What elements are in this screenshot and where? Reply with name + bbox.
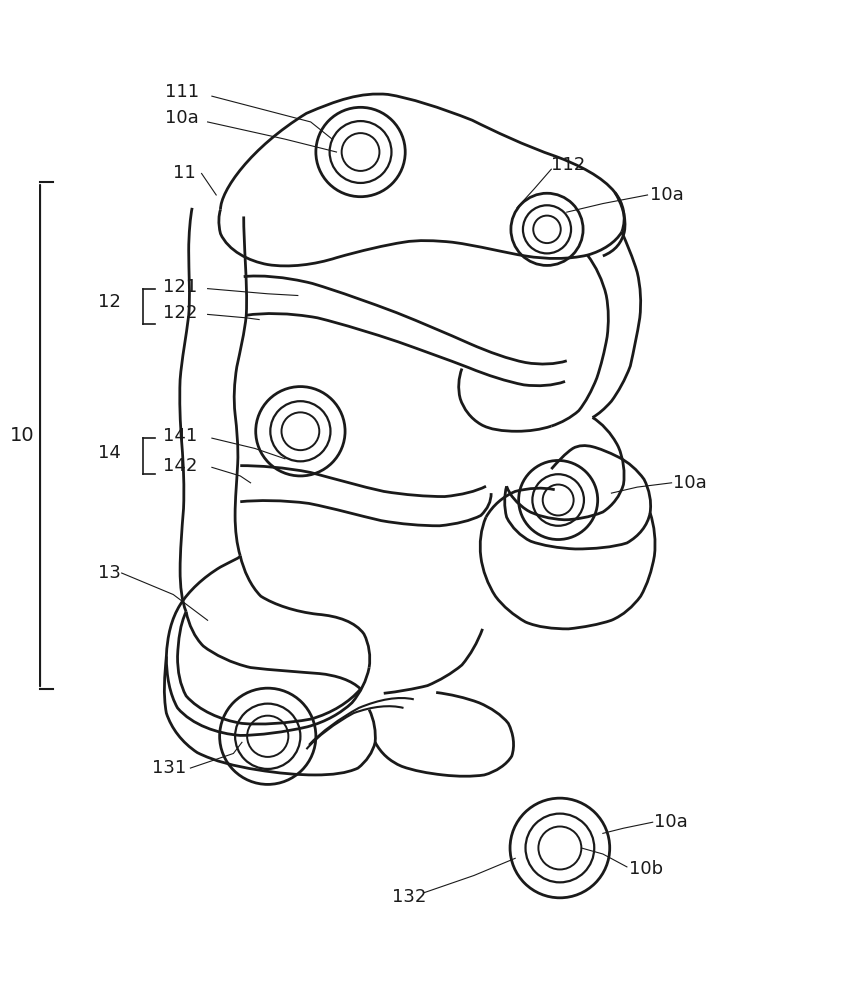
Text: 132: 132 bbox=[392, 888, 426, 906]
Text: 11: 11 bbox=[173, 164, 195, 182]
Text: 112: 112 bbox=[551, 156, 585, 174]
Text: 14: 14 bbox=[97, 444, 121, 462]
Text: 10a: 10a bbox=[649, 186, 683, 204]
Text: 131: 131 bbox=[152, 759, 186, 777]
Text: 13: 13 bbox=[97, 564, 121, 582]
Text: 10: 10 bbox=[10, 426, 34, 445]
Text: 121: 121 bbox=[163, 278, 197, 296]
Text: 142: 142 bbox=[163, 457, 197, 475]
Text: 10a: 10a bbox=[164, 109, 198, 127]
Text: 10a: 10a bbox=[672, 474, 706, 492]
Text: 122: 122 bbox=[163, 304, 197, 322]
Text: 10a: 10a bbox=[653, 813, 687, 831]
Text: 111: 111 bbox=[164, 83, 199, 101]
Text: 10b: 10b bbox=[628, 860, 662, 878]
Text: 141: 141 bbox=[163, 427, 197, 445]
Text: 12: 12 bbox=[97, 293, 121, 311]
